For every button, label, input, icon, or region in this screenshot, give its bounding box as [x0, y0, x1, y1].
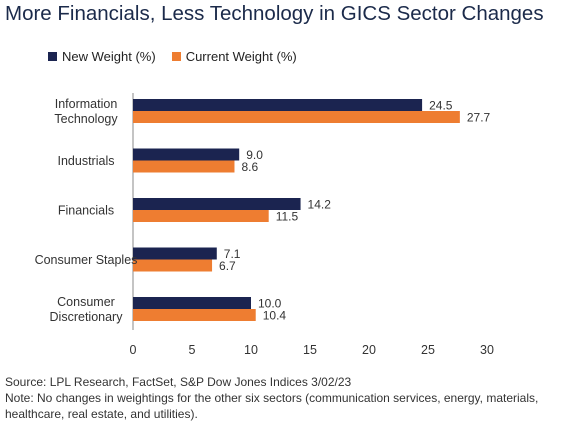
bar-current	[133, 309, 256, 321]
note-text: Note: No changes in weightings for the o…	[5, 390, 538, 422]
x-tick-label: 0	[130, 343, 137, 357]
source-text: Source: LPL Research, FactSet, S&P Dow J…	[5, 375, 352, 389]
x-tick-label: 20	[362, 343, 376, 357]
bar-current	[133, 111, 460, 123]
category-label: Technology	[54, 112, 118, 126]
bar-new	[133, 99, 423, 111]
legend-item-new: New Weight (%)	[48, 49, 156, 64]
category-label: Financials	[58, 204, 114, 218]
chart-title: More Financials, Less Technology in GICS…	[5, 2, 544, 25]
data-label: 9.0	[246, 148, 263, 162]
bar-new	[133, 198, 301, 210]
category-label: Information	[55, 97, 118, 111]
data-label: 8.6	[241, 160, 258, 174]
legend-label-new: New Weight (%)	[62, 49, 156, 64]
data-label: 14.2	[308, 198, 332, 212]
bar-current	[133, 210, 269, 222]
x-tick-label: 5	[189, 343, 196, 357]
legend: New Weight (%) Current Weight (%)	[48, 49, 313, 64]
data-label: 24.5	[429, 99, 453, 113]
data-label: 6.7	[219, 259, 236, 273]
bar-current	[133, 160, 235, 173]
category-label: Consumer	[57, 295, 115, 309]
legend-swatch-new	[48, 52, 57, 61]
x-tick-label: 15	[303, 343, 317, 357]
note-line: Note: No changes in weightings for the o…	[5, 391, 539, 405]
bar-new	[133, 297, 251, 309]
data-label: 11.5	[276, 210, 299, 224]
bar-current	[133, 259, 213, 272]
category-label: Industrials	[58, 154, 115, 168]
legend-label-current: Current Weight (%)	[185, 49, 297, 64]
x-tick-label: 30	[480, 343, 494, 357]
data-label: 10.4	[263, 309, 287, 323]
legend-item-current: Current Weight (%)	[171, 49, 297, 64]
bar-new	[133, 247, 217, 260]
category-label: Discretionary	[50, 310, 124, 324]
data-label: 7.1	[224, 247, 241, 261]
category-label: Consumer Staples	[35, 253, 138, 267]
x-tick-label: 25	[421, 343, 435, 357]
bar-new	[133, 148, 240, 161]
data-label: 27.7	[467, 111, 491, 125]
data-label: 10.0	[258, 297, 282, 311]
legend-swatch-current	[171, 52, 181, 61]
note-line: healthcare, real estate, and utilities).	[5, 407, 198, 421]
x-tick-label: 10	[244, 343, 258, 357]
